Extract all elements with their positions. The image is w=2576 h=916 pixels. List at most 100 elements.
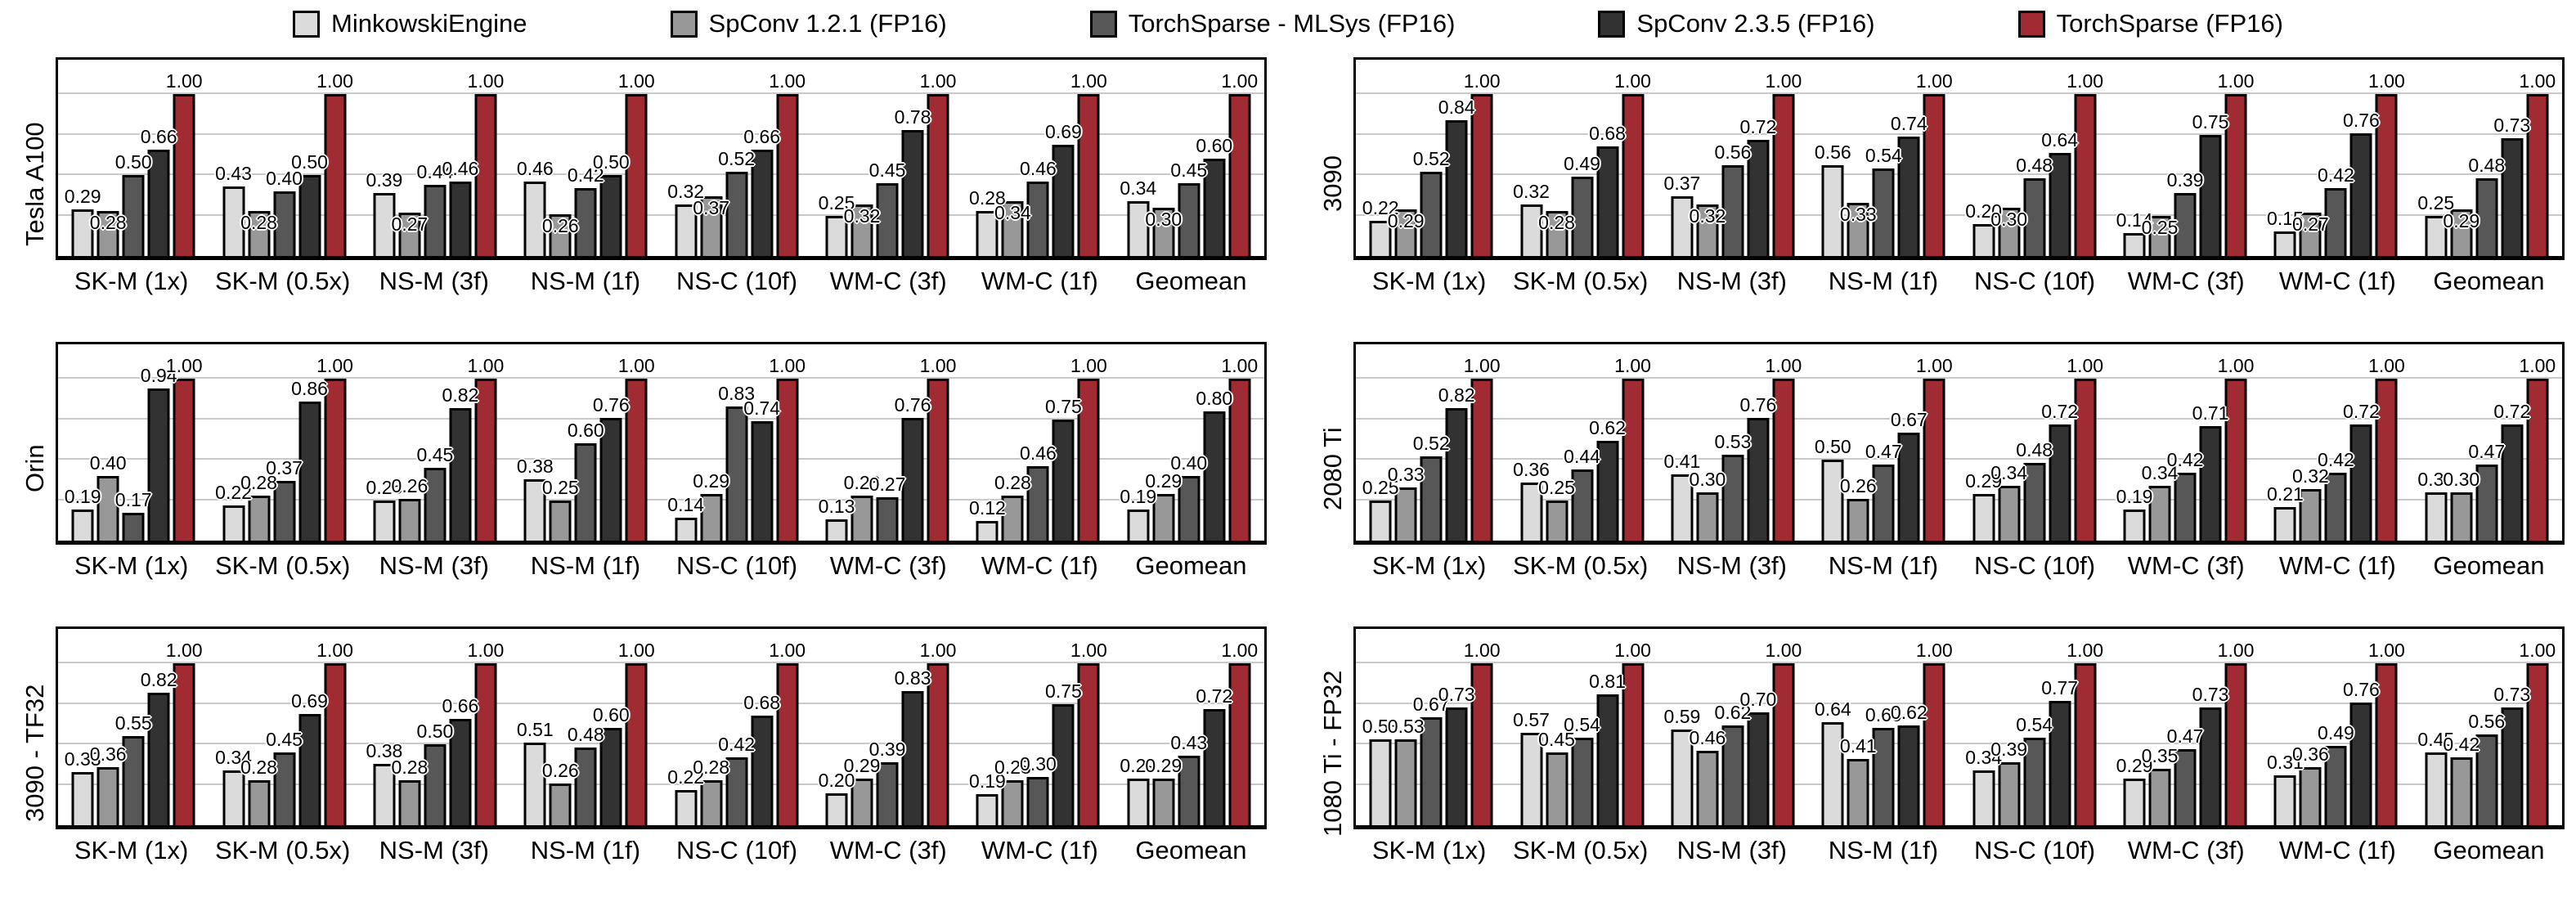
- bar-value-label: 1.00: [2519, 70, 2556, 92]
- bar-slot: 1.00: [2368, 629, 2405, 825]
- legend-label: SpConv 2.3.5 (FP16): [1636, 9, 1875, 38]
- plot-area: 0.53 0.53 0.67 0.73 1.00 0.57 0.45 0.54 0.81 1.00…: [1353, 626, 2565, 829]
- gridline: [58, 132, 1264, 135]
- bar-slot: 0.29: [1145, 344, 1182, 541]
- bar-value-label: 0.28: [240, 471, 277, 493]
- bar-value-label: 0.45: [868, 159, 906, 182]
- x-tick-label: WM-C (3f): [829, 551, 947, 580]
- bar-value-label: 0.72: [1739, 115, 1777, 137]
- bar-slot: 1.00: [2218, 629, 2254, 825]
- x-tick-label: SK-M (0.5x): [1513, 551, 1649, 580]
- bar-value-label: 0.44: [1564, 446, 1600, 468]
- gridline: [1356, 132, 2562, 135]
- bar-value-label: 1.00: [1463, 70, 1501, 92]
- bar-slot: 0.68: [743, 629, 780, 825]
- bar-slot: 0.32: [844, 60, 880, 256]
- bar-slot: 0.77: [2041, 629, 2078, 825]
- bar-slot: 0.84: [1438, 60, 1475, 256]
- bar-value-label: 0.71: [2192, 402, 2229, 424]
- bar-slot: 0.76: [2343, 629, 2380, 825]
- bar-value-label: 0.80: [1196, 387, 1233, 409]
- gridline: [58, 173, 1264, 176]
- legend-item: SpConv 1.2.1 (FP16): [670, 9, 947, 38]
- bar-slot: 0.28: [1538, 60, 1575, 256]
- bar-slot: 0.49: [1564, 60, 1600, 256]
- bar: [1897, 432, 1920, 541]
- bar-value-label: 0.46: [442, 158, 479, 180]
- bar-slot: 0.73: [2493, 60, 2530, 256]
- gridline: [1356, 662, 2562, 664]
- bar-slot: 0.27: [2292, 60, 2329, 256]
- bar-slot: 0.67: [1891, 344, 1928, 541]
- bar-slot: 0.29: [693, 344, 729, 541]
- bar-value-label: 1.00: [1614, 355, 1651, 377]
- bar: [2174, 192, 2197, 256]
- bar: [1026, 466, 1049, 541]
- bar: [1520, 204, 1543, 256]
- bar-slot: 0.21: [2267, 344, 2304, 541]
- bar: [2299, 766, 2322, 825]
- bar-slot: 0.62: [1715, 629, 1751, 825]
- bar: [324, 379, 347, 541]
- bar-value-label: 0.22: [667, 766, 705, 788]
- bar-group: 0.15 0.27 0.42 0.76 1.00: [2267, 60, 2405, 256]
- bar-slot: 0.47: [2167, 629, 2203, 825]
- bar-group: 0.45 0.42 0.56 0.73 1.00: [2417, 629, 2556, 825]
- bar: [222, 186, 245, 256]
- gridline: [1356, 498, 2562, 501]
- bar-group: 0.19 0.28 0.30 0.75 1.00: [969, 629, 1107, 825]
- bar-slot: 0.29: [844, 629, 880, 825]
- gridline: [58, 377, 1264, 379]
- bar: [549, 213, 572, 256]
- bar-slot: 0.32: [1690, 60, 1726, 256]
- bar-value-label: 0.33: [1387, 463, 1425, 485]
- bar-group: 0.14 0.25 0.39 0.75 1.00: [2116, 60, 2254, 256]
- bar-slot: 0.62: [1891, 629, 1928, 825]
- bar-group: 0.37 0.32 0.56 0.72 1.00: [1664, 60, 1802, 256]
- bar-slot: 1.00: [1766, 60, 1802, 256]
- bar: [1546, 210, 1568, 256]
- bar-value-label: 1.00: [617, 70, 655, 92]
- gridline: [58, 92, 1264, 95]
- bar: [1520, 482, 1543, 541]
- bar-value-label: 0.37: [1663, 172, 1701, 194]
- bar-group: 0.41 0.30 0.53 0.76 1.00: [1664, 344, 1802, 541]
- bar-group: 0.22 0.28 0.37 0.86 1.00: [215, 344, 353, 541]
- bar-value-label: 0.45: [1538, 729, 1575, 751]
- bar: [2273, 506, 2296, 541]
- bar: [1897, 725, 1920, 825]
- gridline: [1356, 458, 2562, 460]
- bar: [298, 713, 321, 825]
- bar-group: 0.57 0.45 0.54 0.81 1.00: [1513, 629, 1651, 825]
- bar: [927, 663, 949, 825]
- bar-value-label: 1.00: [919, 355, 957, 377]
- bar-slot: 1.00: [468, 60, 504, 256]
- bar-value-label: 1.00: [316, 355, 353, 377]
- x-tick-label: NS-M (3f): [1676, 836, 1787, 864]
- bar-value-label: 1.00: [2217, 640, 2255, 662]
- bar-value-label: 0.47: [1865, 441, 1902, 463]
- bar-value-label: 0.76: [592, 393, 630, 415]
- bar: [1747, 417, 1770, 541]
- bar-value-label: 0.21: [2267, 483, 2304, 505]
- bar: [1747, 139, 1770, 256]
- bar-slot: 0.57: [1513, 629, 1550, 825]
- bar: [1369, 220, 1392, 256]
- bar-value-label: 0.53: [1387, 716, 1425, 738]
- bar-slot: 0.71: [2192, 344, 2228, 541]
- bar-slot: 0.28: [844, 344, 880, 541]
- bar-slot: 0.94: [141, 344, 177, 541]
- bar-group: 0.13 0.28 0.27 0.76 1.00: [819, 344, 956, 541]
- bar-value-label: 0.46: [1689, 727, 1726, 749]
- bar: [1596, 146, 1619, 256]
- bar: [2349, 132, 2372, 256]
- bar: [2174, 749, 2197, 825]
- bar-value-label: 0.60: [1865, 704, 1902, 726]
- bar-value-label: 0.54: [1564, 714, 1600, 736]
- bar-slot: 0.60: [568, 344, 604, 541]
- bar-group: 0.53 0.53 0.67 0.73 1.00: [1362, 629, 1501, 825]
- bar: [96, 476, 119, 541]
- bar: [1671, 730, 1694, 825]
- bar: [2526, 663, 2549, 825]
- bar: [2224, 663, 2247, 825]
